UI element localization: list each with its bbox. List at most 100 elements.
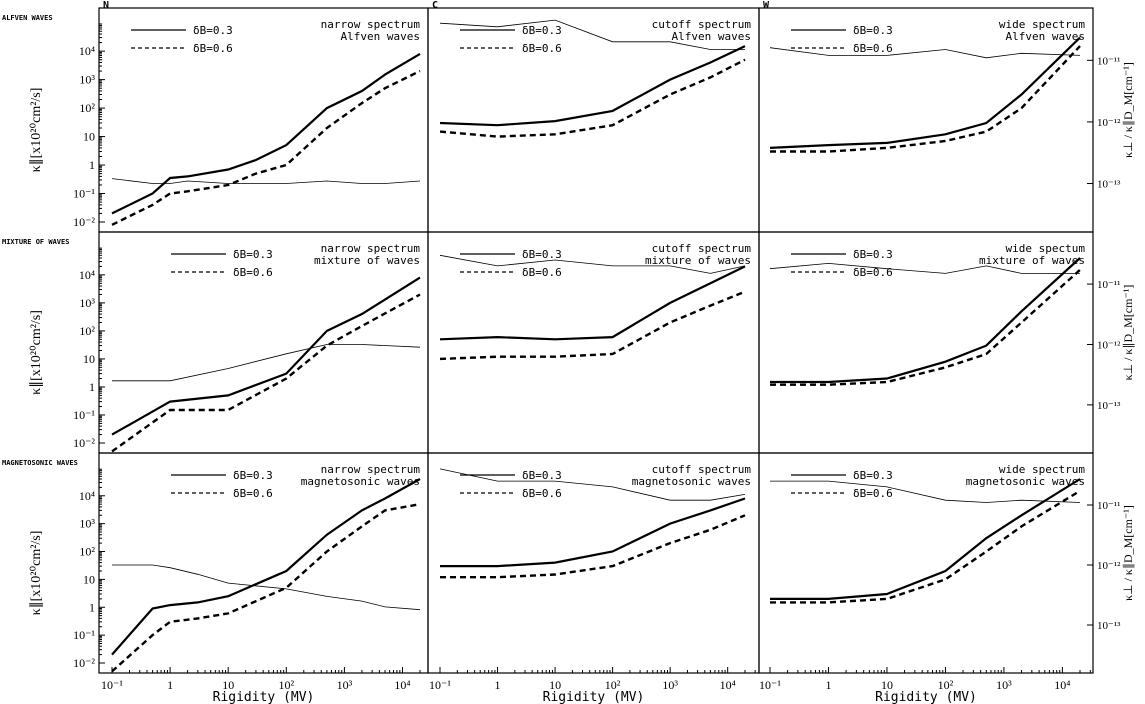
perp-ratio-line xyxy=(439,254,746,274)
left-ylabel: κ∥[x10²⁰cm²/s] xyxy=(29,310,44,395)
xtick-label: 10³ xyxy=(662,678,678,692)
panel-annotation: magnetosonic waves xyxy=(966,475,1085,488)
legend-label: δB=0.6 xyxy=(853,266,893,279)
left-ytick-label: 10² xyxy=(79,324,95,338)
panel-annotation: narrow spectrum xyxy=(321,242,421,255)
legend-label: δB=0.3 xyxy=(522,248,562,261)
panel-annotation: narrow spectrum xyxy=(321,463,421,476)
left-ytick-label: 10 xyxy=(83,352,95,366)
xtick-label: 10⁴ xyxy=(394,678,410,692)
perp-ratio-line xyxy=(439,468,746,501)
series-line-dB06 xyxy=(111,69,421,226)
panel-annotation: magnetosonic waves xyxy=(632,475,751,488)
right-ytick-label: 10⁻¹³ xyxy=(1097,620,1121,632)
xtick-label: 10⁻¹ xyxy=(101,678,123,692)
legend-label: δB=0.3 xyxy=(522,469,562,482)
legend-label: δB=0.6 xyxy=(853,42,893,55)
xtick-label: 10² xyxy=(279,678,295,692)
panel-annotation: narrow spectrum xyxy=(321,18,421,31)
tick-marks xyxy=(99,23,1093,673)
row-label: MAGNETOSONIC WAVES xyxy=(2,459,78,467)
left-ytick-label: 10³ xyxy=(79,517,95,531)
x-axis-label: Rigidity (MV) xyxy=(543,690,645,704)
legend-label: δB=0.3 xyxy=(522,24,562,37)
perp-ratio-line xyxy=(770,480,1081,503)
series-line-dB03 xyxy=(111,52,421,215)
left-ytick-label: 10⁴ xyxy=(79,489,95,503)
left-ytick-label: 10⁻² xyxy=(73,656,95,670)
series-line-dB06 xyxy=(770,45,1081,153)
column-letter: W xyxy=(763,0,770,11)
right-ytick-label: 10⁻¹² xyxy=(1097,117,1121,129)
left-ytick-label: 1 xyxy=(89,158,95,172)
xtick-label: 1 xyxy=(825,678,831,692)
xtick-label: 10⁴ xyxy=(1054,678,1070,692)
left-ytick-label: 1 xyxy=(89,600,95,614)
panel-annotation: Alfven waves xyxy=(1006,30,1085,43)
perp-ratio-line xyxy=(769,262,1080,274)
left-ylabel: κ∥[x10²⁰cm²/s] xyxy=(29,531,44,616)
left-ytick-label: 10³ xyxy=(79,296,95,310)
xtick-label: 10⁴ xyxy=(720,678,736,692)
legend-label: δB=0.6 xyxy=(522,42,562,55)
series-line-dB06 xyxy=(111,503,421,673)
series-line-dB06 xyxy=(440,514,746,579)
column-letter: C xyxy=(432,0,438,11)
xtick-label: 10 xyxy=(881,678,893,692)
right-ytick-label: 10⁻¹¹ xyxy=(1097,500,1120,512)
panel-annotation: magnetosonic waves xyxy=(301,475,420,488)
right-ytick-label: 10⁻¹¹ xyxy=(1097,55,1120,67)
xtick-label: 10² xyxy=(938,678,954,692)
series-line-dB03 xyxy=(439,45,746,127)
panel-annotation: mixture of waves xyxy=(979,254,1085,267)
left-ytick-label: 10⁻² xyxy=(73,436,95,450)
right-ytick-label: 10⁻¹² xyxy=(1097,560,1121,572)
left-ytick-label: 10² xyxy=(79,545,95,559)
panel-annotation: wide spectrum xyxy=(999,18,1085,31)
perp-ratio-line xyxy=(112,344,421,382)
series-line-dB03 xyxy=(770,257,1081,384)
left-ytick-label: 10⁻¹ xyxy=(73,187,95,201)
series-line-dB06 xyxy=(439,290,746,361)
left-ytick-label: 10³ xyxy=(79,73,95,87)
perp-ratio-line xyxy=(769,47,1081,59)
left-ytick-label: 10⁻² xyxy=(73,215,95,229)
panel-frame xyxy=(758,452,1094,674)
right-ytick-label: 10⁻¹¹ xyxy=(1097,279,1120,291)
panel-annotation: wide spectrum xyxy=(999,463,1085,476)
left-ytick-label: 10² xyxy=(79,101,95,115)
series-line-dB06 xyxy=(770,489,1081,604)
xtick-label: 10 xyxy=(549,678,561,692)
x-axis-label: Rigidity (MV) xyxy=(213,690,315,704)
panel-annotation: wide spectum xyxy=(1006,242,1086,255)
x-axis-label: Rigidity (MV) xyxy=(875,690,977,704)
series-line-dB03 xyxy=(439,265,746,341)
row-label: ALFVEN WAVES xyxy=(2,14,53,22)
right-ytick-label: 10⁻¹² xyxy=(1097,339,1121,351)
legend-label: δB=0.6 xyxy=(193,42,233,55)
panel-annotation: cutoff spectrum xyxy=(652,463,752,476)
panel-annotation: Alfven waves xyxy=(672,30,751,43)
right-ylabel: κ⊥ / κ∥D_M[cm⁻¹] xyxy=(1121,505,1135,601)
series-lines xyxy=(111,19,1081,673)
panel-annotation: Alfven waves xyxy=(341,30,420,43)
xtick-label: 10³ xyxy=(996,678,1012,692)
right-ytick-label: 10⁻¹³ xyxy=(1097,179,1121,191)
panel-annotation: cutoff spectrum xyxy=(652,18,752,31)
perp-ratio-line xyxy=(111,178,421,184)
series-line-dB03 xyxy=(111,478,421,656)
legend-label: δB=0.3 xyxy=(853,248,893,261)
panel-annotation: mixture of waves xyxy=(314,254,420,267)
legend-label: δB=0.3 xyxy=(193,24,233,37)
xtick-label: 1 xyxy=(495,678,501,692)
left-ytick-label: 1 xyxy=(89,380,95,394)
xtick-label: 10² xyxy=(605,678,621,692)
legend-label: δB=0.6 xyxy=(233,487,273,500)
panel-annotation: mixture of waves xyxy=(645,254,751,267)
xtick-label: 10⁻¹ xyxy=(429,678,451,692)
legend-label: δB=0.3 xyxy=(853,469,893,482)
series-line-dB06 xyxy=(439,58,746,138)
row-label: MIXTURE OF WAVES xyxy=(2,238,69,246)
